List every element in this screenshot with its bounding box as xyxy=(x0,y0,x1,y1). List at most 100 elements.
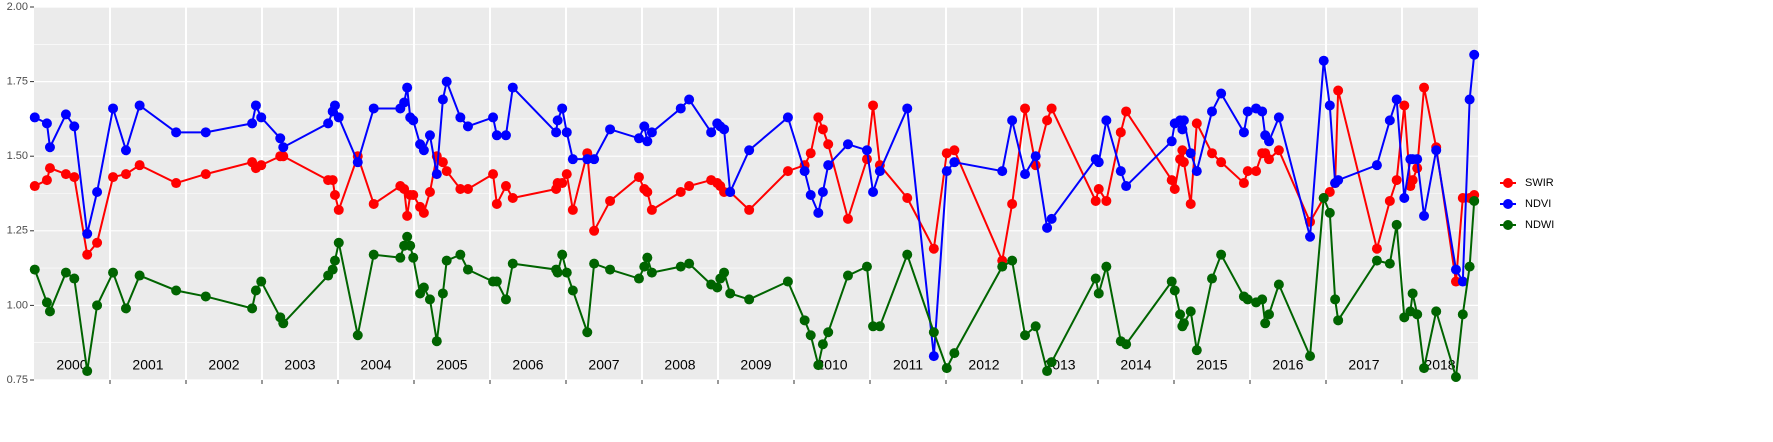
data-point xyxy=(1030,321,1041,332)
data-point xyxy=(1020,103,1031,114)
data-point xyxy=(1469,49,1480,60)
data-point xyxy=(1007,115,1018,126)
data-point xyxy=(997,166,1008,177)
data-point xyxy=(1185,148,1196,159)
data-point xyxy=(1384,115,1395,126)
data-point xyxy=(333,112,344,123)
data-point xyxy=(1412,154,1423,165)
data-point xyxy=(744,294,755,305)
data-point xyxy=(1030,151,1041,162)
data-point xyxy=(108,267,119,278)
data-point xyxy=(488,112,499,123)
data-point xyxy=(462,184,473,195)
legend-key xyxy=(1503,199,1513,209)
data-point xyxy=(418,207,429,218)
data-point xyxy=(639,261,650,272)
data-point xyxy=(1330,294,1341,305)
data-point xyxy=(1260,318,1271,329)
data-point xyxy=(725,288,736,299)
data-point xyxy=(488,169,499,180)
data-point xyxy=(861,145,872,156)
legend-label: NDWI xyxy=(1525,219,1554,231)
data-point xyxy=(437,288,448,299)
data-point xyxy=(817,187,828,198)
year-label: 2018 xyxy=(1424,357,1455,373)
data-point xyxy=(642,252,653,263)
data-point xyxy=(1191,118,1202,129)
year-label: 2005 xyxy=(436,357,467,373)
data-point xyxy=(329,100,340,111)
data-point xyxy=(1216,88,1227,99)
data-point xyxy=(256,112,267,123)
data-point xyxy=(327,264,338,275)
data-point xyxy=(1169,184,1180,195)
data-point xyxy=(1399,100,1410,111)
data-point xyxy=(500,130,511,141)
data-point xyxy=(813,207,824,218)
data-point xyxy=(561,127,572,138)
data-point xyxy=(561,169,572,180)
data-point xyxy=(1101,115,1112,126)
data-point xyxy=(567,154,578,165)
data-point xyxy=(589,258,600,269)
data-point xyxy=(1166,136,1177,147)
data-point xyxy=(431,169,442,180)
data-point xyxy=(1046,213,1057,224)
data-point xyxy=(639,121,650,132)
data-point xyxy=(352,330,363,341)
data-point xyxy=(1093,288,1104,299)
data-point xyxy=(1407,175,1418,186)
year-label: 2009 xyxy=(740,357,771,373)
data-point xyxy=(928,243,939,254)
data-point xyxy=(605,264,616,275)
data-point xyxy=(120,169,131,180)
data-point xyxy=(1042,115,1053,126)
data-point xyxy=(1242,106,1253,117)
data-point xyxy=(256,276,267,287)
data-point xyxy=(1419,82,1430,93)
data-point xyxy=(1207,273,1217,284)
year-label: 2008 xyxy=(664,357,695,373)
data-point xyxy=(1264,154,1274,165)
data-point xyxy=(1450,372,1461,383)
data-point xyxy=(108,103,119,114)
data-point xyxy=(329,255,340,266)
data-point xyxy=(1046,103,1057,114)
data-point xyxy=(1273,112,1284,123)
data-point xyxy=(1257,106,1268,117)
data-point xyxy=(1264,136,1274,147)
data-point xyxy=(437,157,448,168)
data-point xyxy=(134,270,145,281)
data-point xyxy=(706,127,717,138)
data-point xyxy=(60,267,71,278)
data-point xyxy=(782,276,793,287)
data-point xyxy=(582,327,593,338)
data-point xyxy=(29,112,40,123)
data-point xyxy=(455,112,466,123)
data-point xyxy=(1090,195,1101,206)
data-point xyxy=(134,160,145,171)
data-point xyxy=(134,100,145,111)
data-point xyxy=(333,237,344,248)
data-point xyxy=(507,258,518,269)
data-point xyxy=(1191,345,1202,356)
data-point xyxy=(1371,160,1382,171)
data-point xyxy=(41,118,52,129)
data-point xyxy=(431,336,442,347)
year-label: 2001 xyxy=(132,357,163,373)
data-point xyxy=(817,339,828,350)
data-point xyxy=(368,249,379,260)
data-point xyxy=(719,124,730,135)
data-point xyxy=(582,154,593,165)
data-point xyxy=(842,270,853,281)
data-point xyxy=(557,249,568,260)
data-point xyxy=(675,187,686,198)
data-point xyxy=(1464,94,1475,105)
data-point xyxy=(1191,166,1202,177)
data-point xyxy=(491,276,502,287)
data-point xyxy=(799,315,810,326)
data-point xyxy=(171,178,182,189)
data-point xyxy=(405,240,416,251)
data-point xyxy=(424,130,435,141)
data-point xyxy=(200,127,211,138)
